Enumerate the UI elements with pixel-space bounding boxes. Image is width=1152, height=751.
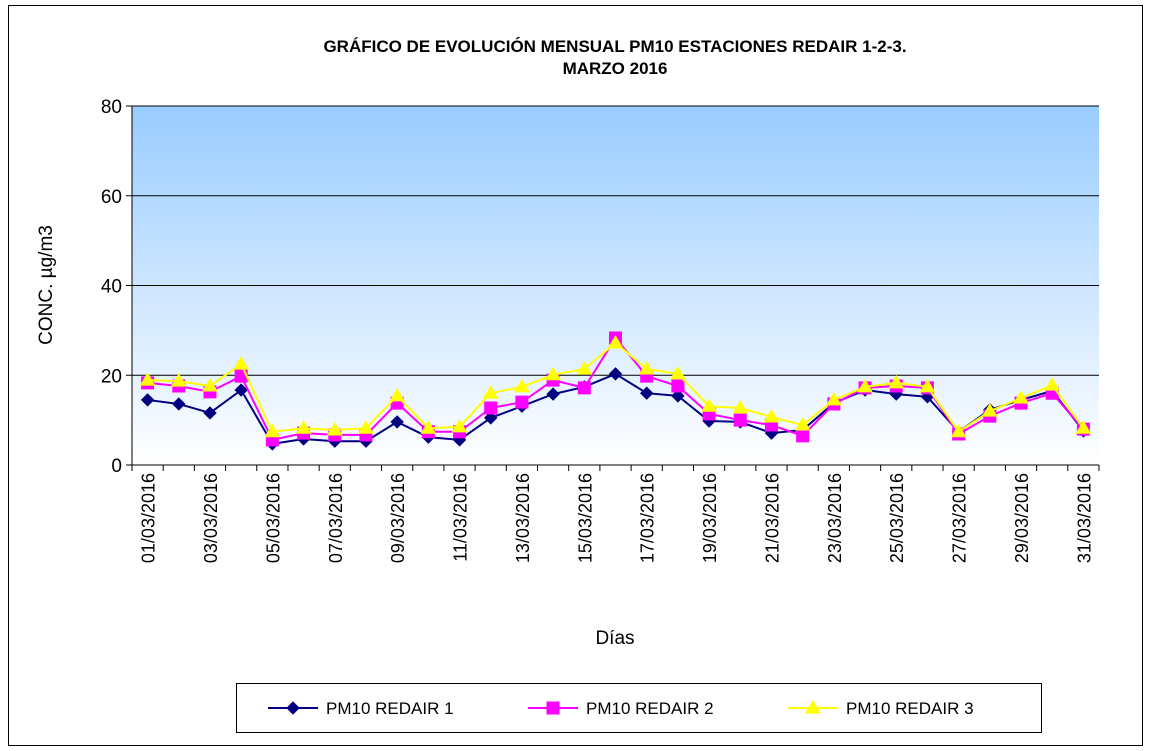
- x-tick-label: 29/03/2016: [1012, 473, 1032, 563]
- data-point: [670, 365, 686, 380]
- data-point: [515, 395, 529, 409]
- x-tick-label: 01/03/2016: [139, 473, 159, 563]
- x-tick-label: 21/03/2016: [762, 473, 782, 563]
- data-point: [607, 334, 624, 349]
- data-point: [701, 398, 717, 412]
- data-point: [139, 372, 156, 386]
- data-point: [857, 378, 873, 393]
- y-tick-label: 80: [101, 97, 122, 118]
- data-point: [451, 418, 468, 433]
- legend-label: PM10 REDAIR 1: [326, 699, 454, 718]
- data-point: [170, 373, 187, 387]
- data-point: [545, 366, 561, 381]
- x-tick-label: 11/03/2016: [451, 473, 471, 562]
- x-tick-label: 13/03/2016: [513, 473, 533, 563]
- chart-subtitle: MARZO 2016: [563, 59, 668, 78]
- x-tick-label: 27/03/2016: [950, 473, 970, 563]
- data-point: [420, 420, 437, 434]
- x-tick-label: 03/03/2016: [201, 473, 221, 563]
- data-point: [140, 393, 155, 407]
- data-point: [671, 389, 685, 403]
- x-tick-label: 25/03/2016: [887, 473, 907, 563]
- data-point: [295, 420, 312, 434]
- chart-title: GRÁFICO DE EVOLUCIÓN MENSUAL PM10 ESTACI…: [323, 37, 906, 56]
- data-point: [608, 367, 623, 381]
- data-point: [546, 387, 560, 401]
- data-point: [763, 408, 780, 423]
- x-tick-label: 17/03/2016: [638, 473, 658, 563]
- data-point: [732, 400, 749, 414]
- data-point: [203, 406, 217, 420]
- data-point: [484, 401, 498, 415]
- x-tick-label: 15/03/2016: [575, 473, 595, 563]
- data-point: [390, 415, 404, 429]
- x-tick-label: 23/03/2016: [825, 473, 845, 563]
- data-point: [1044, 377, 1061, 391]
- data-point: [1013, 390, 1029, 404]
- data-point: [639, 386, 654, 400]
- data-point: [825, 391, 842, 406]
- y-axis-title: CONC. µg/m3: [36, 225, 57, 345]
- legend-label: PM10 REDAIR 3: [846, 699, 974, 718]
- y-tick-label: 40: [101, 277, 122, 298]
- data-point: [888, 374, 905, 389]
- data-point: [172, 397, 186, 411]
- legend-label: PM10 REDAIR 2: [586, 699, 714, 718]
- y-tick-label: 0: [111, 456, 122, 477]
- data-point: [484, 411, 498, 425]
- y-tick-label: 60: [101, 187, 122, 208]
- data-point: [389, 387, 406, 402]
- data-point: [919, 378, 936, 393]
- legend-marker: [286, 701, 300, 715]
- data-point: [264, 423, 281, 438]
- data-point: [794, 417, 811, 431]
- data-point: [671, 379, 685, 393]
- data-point: [202, 378, 218, 392]
- x-tick-label: 19/03/2016: [700, 473, 720, 563]
- x-axis-title: Días: [595, 628, 634, 649]
- data-point: [638, 360, 655, 375]
- data-point: [358, 420, 374, 434]
- data-point: [514, 378, 530, 393]
- x-tick-label: 07/03/2016: [326, 473, 346, 563]
- data-point: [576, 360, 593, 375]
- x-tick-label: 09/03/2016: [388, 473, 408, 563]
- data-point: [796, 429, 810, 443]
- data-point: [981, 403, 998, 417]
- data-point: [234, 383, 248, 397]
- data-point: [577, 381, 591, 395]
- y-tick-label: 20: [101, 366, 122, 387]
- data-point: [950, 423, 967, 438]
- data-point: [326, 422, 343, 436]
- x-tick-label: 05/03/2016: [263, 473, 283, 563]
- data-point: [1075, 420, 1092, 434]
- x-tick-label: 31/03/2016: [1074, 473, 1094, 563]
- legend-marker: [805, 700, 821, 714]
- legend-marker: [546, 701, 560, 715]
- data-point: [233, 356, 250, 370]
- legend: [236, 683, 1042, 733]
- data-point: [482, 385, 499, 399]
- data-point: [733, 413, 747, 427]
